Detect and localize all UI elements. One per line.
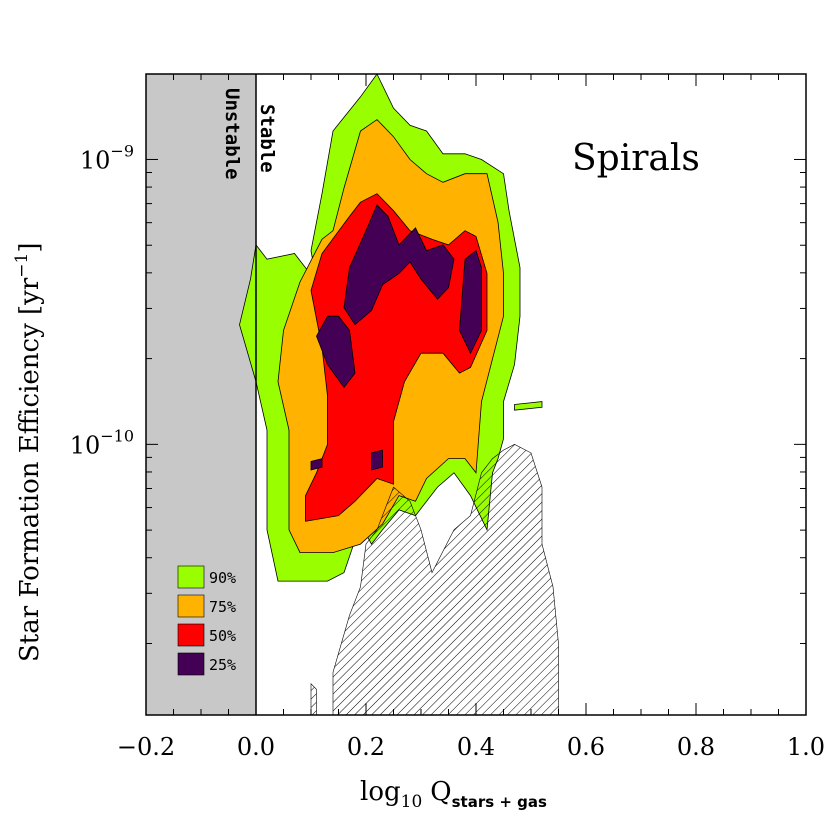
x-axis-title-base: log (360, 777, 401, 807)
y-axis-title-main: Star Formation Efficiency [yr (15, 277, 45, 662)
legend-label-90pct: 90% (209, 569, 236, 587)
panel-title: Spirals (572, 138, 700, 179)
y-tick-label-base: 10 (80, 146, 111, 174)
legend-swatch-50pct (177, 623, 205, 647)
y-tick-label: 10−10 (70, 426, 134, 459)
y-tick-label-exponent: −10 (100, 426, 134, 445)
x-axis-title-var: Q (430, 777, 451, 807)
x-tick-label: 0.6 (567, 733, 605, 761)
contour-25pct-region-2 (459, 249, 482, 355)
hatched-region-1 (310, 682, 317, 715)
y-axis-title-exp: −1 (12, 253, 32, 278)
legend-label-75pct: 75% (209, 598, 236, 616)
legend: 90% 75% 50% 25% (177, 565, 236, 676)
y-tick-labels: 10−910−10 (70, 141, 134, 459)
hatched-region-layer (310, 444, 559, 715)
hatched-region-0 (332, 444, 559, 715)
contour-90pct-region-1 (514, 401, 543, 411)
x-tick-label: 1.0 (787, 733, 825, 761)
plot-frame (145, 73, 807, 716)
legend-swatch-75pct (177, 594, 205, 618)
y-tick-label-exponent: −9 (110, 141, 134, 160)
unstable-label: Unstable (221, 88, 243, 180)
x-tick-label: 0.2 (347, 733, 385, 761)
y-tick-label: 10−9 (80, 141, 134, 174)
contour-25pct-region-0 (343, 204, 455, 326)
x-axis-title-sub1: 10 (401, 792, 423, 812)
contour-layer (239, 74, 543, 582)
legend-swatch-25pct (177, 652, 205, 676)
x-axis-title-sub2: stars + gas (452, 793, 547, 811)
x-tick-label: −0.2 (117, 733, 175, 761)
x-tick-label: 0.0 (237, 733, 275, 761)
y-axis-title-close: ] (15, 242, 45, 252)
contour-25pct-region-4 (371, 449, 383, 471)
legend-label-50pct: 50% (209, 627, 236, 645)
legend-label-25pct: 25% (209, 656, 236, 674)
y-tick-label-base: 10 (70, 431, 101, 459)
x-axis-title: log10 Qstars + gas (360, 777, 547, 812)
x-tick-labels: −0.2 0.0 0.2 0.4 0.6 0.8 1.0 (117, 733, 825, 761)
tick-layer (145, 74, 807, 715)
x-tick-label: 0.8 (677, 733, 715, 761)
stable-label: Stable (256, 104, 278, 173)
contour-25pct-region-3 (310, 458, 323, 471)
legend-swatch-90pct (177, 565, 205, 589)
contour-25pct-region-1 (316, 315, 356, 389)
y-axis-title: Star Formation Efficiency [yr−1] (12, 242, 45, 662)
x-tick-label: 0.4 (457, 733, 495, 761)
